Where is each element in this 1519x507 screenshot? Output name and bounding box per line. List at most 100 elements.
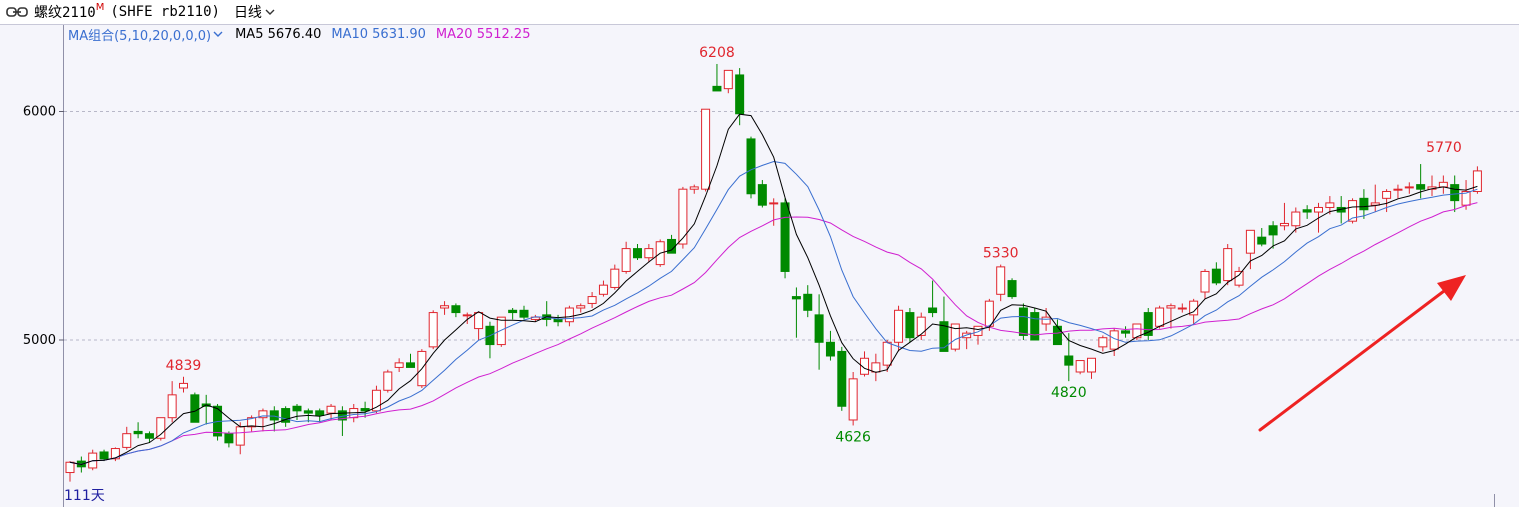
candle[interactable] xyxy=(587,292,597,309)
candle[interactable] xyxy=(133,422,143,439)
candle[interactable] xyxy=(644,244,654,263)
candle[interactable] xyxy=(735,68,745,126)
candle[interactable] xyxy=(496,316,506,347)
candle[interactable] xyxy=(689,184,699,194)
candle[interactable] xyxy=(179,376,188,393)
candle[interactable] xyxy=(780,198,790,279)
candle[interactable] xyxy=(1121,326,1131,338)
candle[interactable] xyxy=(757,180,767,208)
candle[interactable] xyxy=(394,358,404,372)
candle[interactable] xyxy=(576,303,586,313)
candle[interactable] xyxy=(962,330,972,350)
candle[interactable] xyxy=(65,461,75,482)
candle[interactable] xyxy=(996,264,1006,302)
candle[interactable] xyxy=(258,408,268,432)
candle[interactable] xyxy=(746,136,756,199)
candle[interactable] xyxy=(1472,166,1482,194)
period-selector[interactable]: 日线 xyxy=(234,2,275,22)
candle[interactable] xyxy=(167,381,177,423)
candle[interactable] xyxy=(281,406,291,427)
candle[interactable] xyxy=(825,330,835,361)
candle[interactable] xyxy=(337,406,347,436)
candle[interactable] xyxy=(1087,357,1096,379)
candle[interactable] xyxy=(519,305,529,320)
candle[interactable] xyxy=(712,63,722,92)
candle[interactable] xyxy=(928,280,938,318)
candle[interactable] xyxy=(1098,335,1108,352)
candle[interactable] xyxy=(462,312,472,325)
candle[interactable] xyxy=(1382,189,1392,213)
candle[interactable] xyxy=(1404,182,1414,194)
candle[interactable] xyxy=(1245,229,1255,270)
candle[interactable] xyxy=(871,353,881,382)
candle[interactable] xyxy=(1223,244,1233,286)
candle[interactable] xyxy=(1143,308,1153,340)
candle[interactable] xyxy=(791,287,801,338)
candle[interactable] xyxy=(542,301,552,327)
candle[interactable] xyxy=(939,296,949,352)
candle[interactable] xyxy=(201,394,211,425)
candle[interactable] xyxy=(122,426,132,450)
candle[interactable] xyxy=(144,431,154,443)
candle[interactable] xyxy=(1438,175,1448,194)
candle[interactable] xyxy=(723,69,733,94)
candle[interactable] xyxy=(1302,205,1312,219)
candle[interactable] xyxy=(383,369,393,393)
candle[interactable] xyxy=(1109,328,1119,356)
candle[interactable] xyxy=(598,280,608,297)
candle[interactable] xyxy=(360,401,370,418)
candle[interactable] xyxy=(701,108,711,192)
candle[interactable] xyxy=(1075,360,1085,375)
candle[interactable] xyxy=(610,264,620,290)
candle[interactable] xyxy=(894,305,904,352)
candle[interactable] xyxy=(1177,303,1187,313)
candle[interactable] xyxy=(428,310,438,350)
candle[interactable] xyxy=(633,244,642,261)
candle[interactable] xyxy=(860,351,869,377)
candle[interactable] xyxy=(837,346,847,411)
candle[interactable] xyxy=(1200,269,1210,299)
candle[interactable] xyxy=(1393,184,1403,199)
candle[interactable] xyxy=(1370,184,1380,213)
candle[interactable] xyxy=(1268,221,1278,249)
candle[interactable] xyxy=(224,431,234,448)
chevron-down-icon[interactable] xyxy=(213,29,223,39)
candle[interactable] xyxy=(269,406,279,432)
candle[interactable] xyxy=(621,241,631,274)
candle[interactable] xyxy=(678,186,688,249)
candle[interactable] xyxy=(156,417,166,441)
candle[interactable] xyxy=(508,308,518,320)
candle[interactable] xyxy=(485,321,495,359)
candle[interactable] xyxy=(406,353,415,368)
candle[interactable] xyxy=(1257,228,1267,247)
candle[interactable] xyxy=(88,449,98,471)
candle[interactable] xyxy=(474,312,484,340)
link-icon[interactable] xyxy=(6,5,28,19)
candle[interactable] xyxy=(1348,198,1358,224)
candle[interactable] xyxy=(1234,266,1244,288)
candle[interactable] xyxy=(564,305,574,327)
ma-combo-selector[interactable]: MA组合(5,10,20,0,0,0) xyxy=(68,28,212,44)
candle[interactable] xyxy=(1007,278,1017,299)
candle[interactable] xyxy=(1416,164,1426,199)
candle[interactable] xyxy=(848,371,858,426)
candle[interactable] xyxy=(451,303,461,318)
candle[interactable] xyxy=(1166,303,1176,329)
candle[interactable] xyxy=(803,285,813,318)
candle[interactable] xyxy=(1064,333,1074,382)
candle[interactable] xyxy=(371,385,381,414)
candle[interactable] xyxy=(315,408,325,423)
candle[interactable] xyxy=(905,308,915,343)
candle[interactable] xyxy=(814,294,824,370)
candle[interactable] xyxy=(292,403,302,420)
candle[interactable] xyxy=(110,447,120,462)
candle[interactable] xyxy=(247,415,257,432)
candle[interactable] xyxy=(769,198,779,226)
candle[interactable] xyxy=(440,301,450,315)
candle[interactable] xyxy=(1211,262,1221,286)
candle[interactable] xyxy=(1427,175,1437,197)
candle[interactable] xyxy=(1359,189,1369,219)
candle[interactable] xyxy=(916,312,926,340)
candle[interactable] xyxy=(99,449,109,462)
